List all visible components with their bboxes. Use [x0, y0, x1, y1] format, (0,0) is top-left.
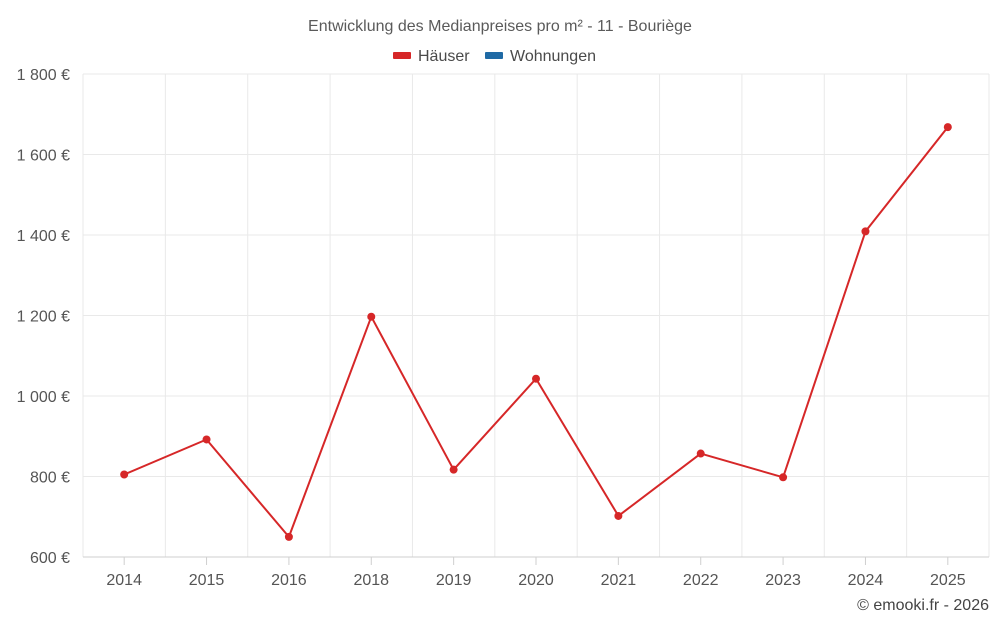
data-point[interactable]: [779, 473, 788, 482]
credit-text: © emooki.fr - 2026: [857, 597, 989, 614]
x-tick-label: 2023: [765, 572, 801, 589]
plot-area: [120, 123, 952, 541]
data-point[interactable]: [943, 123, 952, 132]
x-tick-label: 2025: [930, 572, 966, 589]
x-axis: 2014 2015 2016 2018 2019 2020 2021 2022 2023 2024…: [83, 556, 989, 589]
x-tick-label: 2022: [683, 572, 719, 589]
legend: Häuser Wohnungen: [393, 48, 596, 65]
chart-title: Entwicklung des Medianpreises pro m² - 1…: [308, 18, 692, 35]
x-tick-label: 2021: [601, 572, 637, 589]
data-point[interactable]: [861, 227, 870, 236]
data-point[interactable]: [696, 449, 705, 458]
data-point[interactable]: [367, 312, 376, 321]
data-point[interactable]: [614, 511, 623, 520]
y-tick-label: 1 600 €: [17, 148, 70, 165]
legend-label-houses: Häuser: [418, 48, 470, 65]
data-point[interactable]: [284, 532, 293, 541]
data-point[interactable]: [120, 470, 129, 479]
legend-swatch-apartments: [485, 52, 503, 59]
y-axis: 600 € 800 € 1 000 € 1 200 € 1 400 € 1 600 € 1 …: [17, 67, 70, 567]
y-tick-label: 1 000 €: [17, 389, 70, 406]
legend-swatch-houses: [393, 52, 411, 59]
y-tick-label: 1 200 €: [17, 309, 70, 326]
x-tick-label: 2020: [518, 572, 554, 589]
y-tick-label: 600 €: [30, 550, 70, 567]
y-tick-label: 800 €: [30, 470, 70, 487]
legend-label-apartments: Wohnungen: [510, 48, 596, 65]
x-tick-label: 2018: [353, 572, 389, 589]
grid: [82, 73, 990, 557]
legend-item-apartments[interactable]: Wohnungen: [485, 48, 596, 65]
data-point[interactable]: [449, 465, 458, 474]
legend-item-houses[interactable]: Häuser: [393, 48, 470, 65]
x-tick-label: 2024: [848, 572, 884, 589]
x-tick-label: 2015: [189, 572, 225, 589]
data-point[interactable]: [532, 374, 540, 383]
data-point[interactable]: [202, 435, 211, 444]
y-tick-label: 1 400 €: [17, 228, 70, 245]
x-tick-label: 2016: [271, 572, 307, 589]
x-tick-label: 2019: [436, 572, 472, 589]
y-tick-label: 1 800 €: [17, 67, 70, 84]
x-tick-label: 2014: [106, 572, 142, 589]
